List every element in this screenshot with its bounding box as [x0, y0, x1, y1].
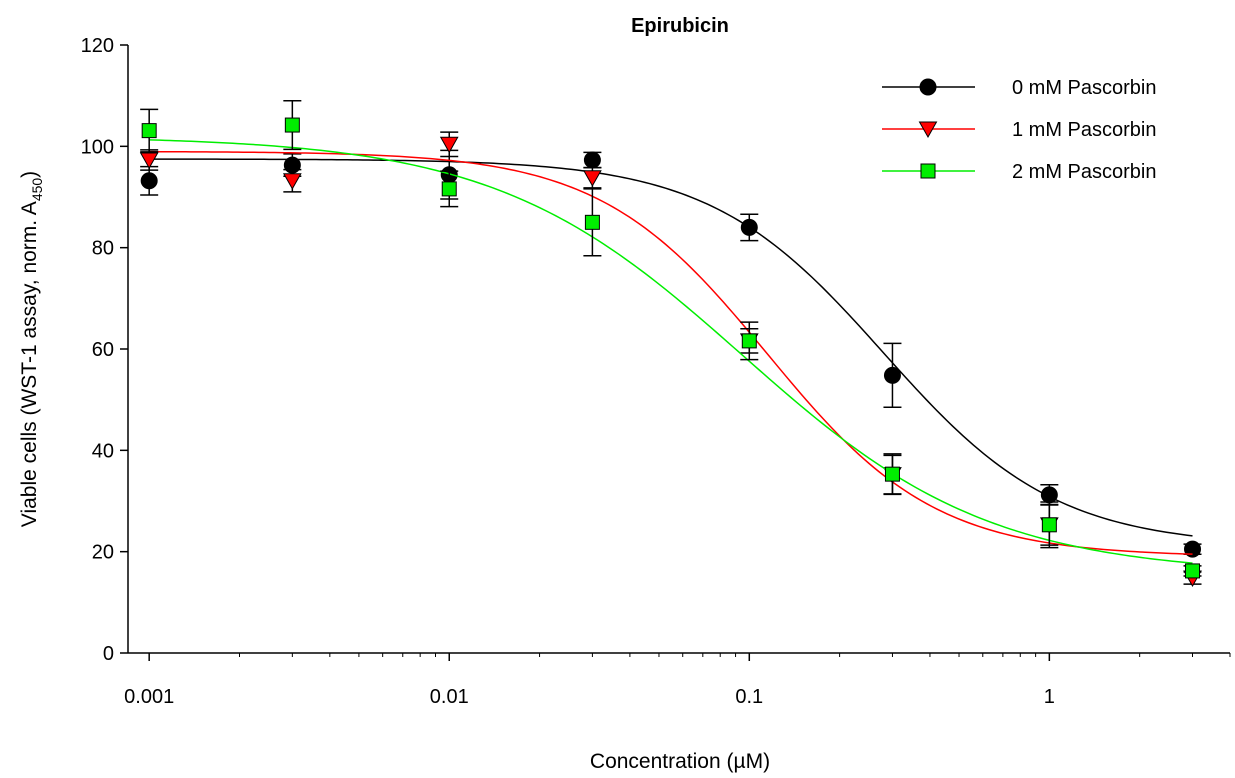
- axes: 0 20 40 60 80 100 120 0.001 0.01 0.1 1: [81, 35, 1231, 708]
- x-tick-label: 1: [1044, 686, 1055, 708]
- data-point: [439, 136, 459, 154]
- y-tick-label: 0: [103, 643, 114, 665]
- data-point: [441, 181, 457, 197]
- legend-label: 0 mM Pascorbin: [1012, 77, 1157, 99]
- plot-area: [139, 99, 1202, 588]
- legend-entry-1: 1 mM Pascorbin: [882, 119, 1157, 141]
- y-tick-label: 40: [92, 440, 114, 462]
- x-tick-label: 0.1: [735, 686, 763, 708]
- legend-marker: [920, 163, 936, 179]
- fit-curve: [149, 150, 1193, 555]
- data-point: [884, 466, 900, 482]
- fit-curve: [149, 158, 1193, 537]
- data-point: [1040, 486, 1058, 504]
- x-tick-label: 0.001: [124, 686, 174, 708]
- y-axis-label-main: Viable cells (WST-1 assay, norm. A: [18, 201, 41, 527]
- data-point: [740, 218, 758, 236]
- legend-marker: [919, 78, 937, 96]
- x-axis-label: Concentration (µM): [590, 750, 770, 773]
- legend: 0 mM Pascorbin 1 mM Pascorbin 2 mM Pascorb…: [882, 77, 1157, 183]
- legend-entry-0: 0 mM Pascorbin: [882, 77, 1157, 99]
- fit-curve: [149, 139, 1193, 564]
- y-axis-label-close: ): [18, 171, 41, 178]
- data-point: [141, 123, 157, 139]
- legend-label: 2 mM Pascorbin: [1012, 161, 1157, 183]
- data-point: [584, 214, 600, 230]
- data-point: [1185, 563, 1201, 579]
- data-point: [140, 172, 158, 190]
- legend-label: 1 mM Pascorbin: [1012, 119, 1157, 141]
- data-point: [741, 333, 757, 349]
- series-2: [140, 99, 1202, 579]
- chart-title: Epirubicin: [631, 15, 729, 37]
- y-tick-label: 100: [81, 136, 114, 158]
- data-point: [1041, 517, 1057, 533]
- data-point: [583, 151, 601, 169]
- data-point: [883, 366, 901, 384]
- data-point: [1184, 540, 1202, 558]
- data-point: [284, 117, 300, 133]
- legend-entry-2: 2 mM Pascorbin: [882, 161, 1157, 183]
- data-point: [583, 170, 602, 187]
- y-tick-label: 120: [81, 35, 114, 57]
- y-axis-label-subscript: 450: [29, 178, 45, 202]
- y-tick-label: 20: [92, 542, 114, 564]
- y-tick-label: 80: [92, 238, 114, 260]
- series-0: [140, 149, 1202, 558]
- y-tick-label: 60: [92, 339, 114, 361]
- x-tick-label: 0.01: [430, 686, 469, 708]
- data-point: [282, 173, 302, 190]
- y-axis-label: Viable cells (WST-1 assay, norm. A450): [18, 171, 45, 527]
- data-point: [139, 152, 159, 170]
- legend-marker: [918, 121, 938, 139]
